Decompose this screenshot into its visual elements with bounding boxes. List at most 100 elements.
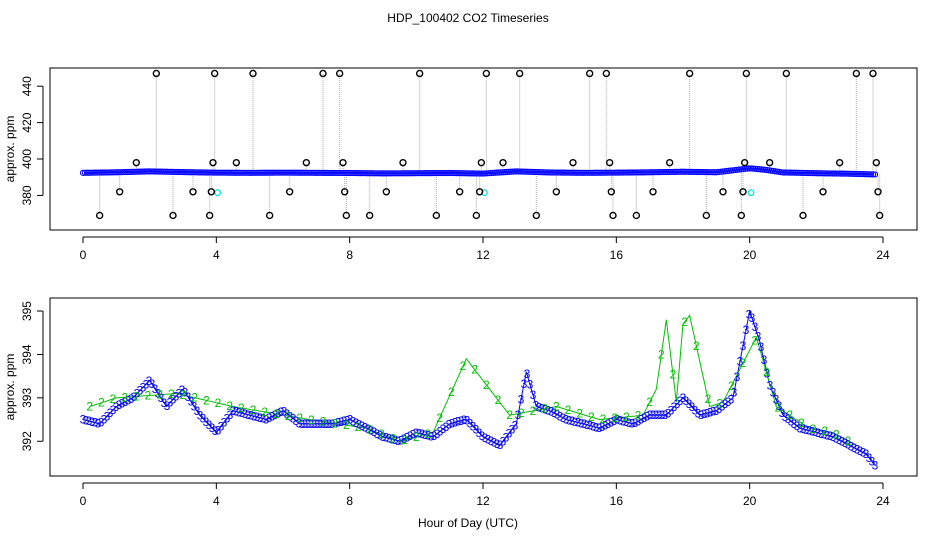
series-3-marker: 3: [731, 386, 738, 400]
data-point: [237, 169, 245, 176]
series-3-marker: 3: [452, 416, 459, 430]
outlier-point: [869, 69, 877, 78]
bottom-y-axis-label: approx. ppm: [3, 354, 17, 421]
data-point: [311, 169, 319, 176]
series-3-marker: 3: [794, 419, 801, 433]
series-3-marker: 3: [719, 399, 726, 413]
data-point: [305, 169, 313, 176]
series-2-marker: 2: [670, 368, 677, 382]
data-point: [597, 169, 605, 176]
data-point: [291, 169, 299, 176]
data-point: [571, 169, 579, 176]
outlier-point: [207, 188, 216, 196]
data-point: [755, 166, 763, 173]
series-3-marker: 3: [521, 377, 528, 391]
outlier-point: [719, 188, 727, 196]
data-point: [161, 168, 169, 175]
series-3-marker: 3: [689, 400, 696, 414]
series-3-marker: 3: [428, 429, 435, 443]
data-point: [867, 171, 875, 178]
data-point: [555, 169, 563, 176]
data-point: [671, 168, 679, 175]
series-3-marker: 3: [725, 395, 732, 409]
data-point: [709, 169, 717, 176]
series-3-marker: 3: [380, 430, 387, 444]
data-point: [685, 168, 693, 175]
data-point: [309, 169, 317, 176]
data-point: [641, 169, 649, 176]
x-tick-label: 24: [876, 494, 890, 508]
series-2-marker: 2: [413, 430, 420, 444]
data-point: [633, 169, 641, 176]
data-point: [535, 169, 543, 176]
data-point: [167, 168, 175, 175]
series-2-marker: 2: [833, 427, 840, 441]
series-3-marker: 3: [419, 427, 426, 441]
data-point: [155, 168, 163, 175]
data-point: [859, 171, 867, 178]
series-3-marker: 3: [749, 311, 756, 325]
series-2-marker: 2: [611, 411, 618, 425]
series-2-marker: 2: [553, 400, 560, 414]
series-2-marker: 2: [623, 410, 630, 424]
series-3-marker: 3: [473, 423, 480, 437]
data-point: [321, 169, 329, 176]
data-point: [849, 170, 857, 177]
outlier-point: [552, 188, 561, 196]
series-3-marker: 3: [215, 423, 222, 437]
series-3-marker: 3: [665, 406, 672, 420]
data-point: [837, 170, 845, 177]
data-point: [115, 169, 123, 176]
outlier-point: [475, 188, 484, 196]
data-point: [509, 168, 517, 175]
series-3-marker: 3: [80, 413, 87, 427]
x-tick-label: 24: [876, 248, 890, 262]
data-point: [525, 168, 533, 175]
series-2-marker: 2: [226, 399, 233, 413]
series-3-marker: 3: [335, 416, 342, 430]
series-3-marker: 3: [104, 409, 111, 423]
data-point: [199, 169, 207, 176]
series-3-marker: 3: [119, 397, 126, 411]
data-point: [779, 169, 787, 176]
series-3-marker: 3: [302, 417, 309, 431]
data-point: [573, 169, 581, 176]
series-3-marker: 3: [392, 433, 399, 447]
series-3-marker: 3: [824, 428, 831, 442]
data-point: [119, 169, 127, 176]
outlier-point: [739, 188, 747, 196]
data-point: [319, 169, 327, 176]
x-tick-label: 0: [80, 248, 87, 262]
outlier-point: [742, 69, 751, 78]
series-3-marker: 3: [818, 427, 825, 441]
series-3-marker: 3: [758, 340, 765, 354]
data-point: [781, 169, 789, 176]
bottom-x-axis: 0 4 8 12 16 20 24: [80, 482, 890, 508]
data-point: [369, 170, 377, 177]
data-point: [613, 169, 621, 176]
series-3-marker: 3: [629, 417, 636, 431]
series-3-marker: 3: [485, 433, 492, 447]
outlier-point: [265, 211, 274, 220]
series-3-marker: 3: [506, 426, 513, 440]
series-3-marker: 3: [542, 402, 549, 416]
data-point: [219, 169, 227, 176]
data-point: [327, 169, 335, 177]
data-point: [477, 170, 485, 177]
series-2-marker: 2: [506, 408, 513, 422]
series-2-marker: 2: [751, 333, 758, 347]
series-2-marker: 2: [728, 379, 735, 393]
data-point: [229, 169, 237, 176]
series-3-marker: 3: [299, 417, 306, 431]
data-point: [821, 170, 829, 177]
top-panel: 0 4 8 12 16 20 24 380 400 420 440 approx. ppm: [3, 67, 918, 262]
series-3-marker: 3: [386, 431, 393, 445]
series-3-marker: 3: [800, 422, 807, 436]
data-point: [353, 170, 361, 177]
outlier-point: [232, 158, 241, 167]
data-point: [177, 168, 185, 176]
data-point: [331, 169, 339, 177]
series-3-marker: 3: [710, 405, 717, 419]
outlier-point: [335, 69, 344, 78]
